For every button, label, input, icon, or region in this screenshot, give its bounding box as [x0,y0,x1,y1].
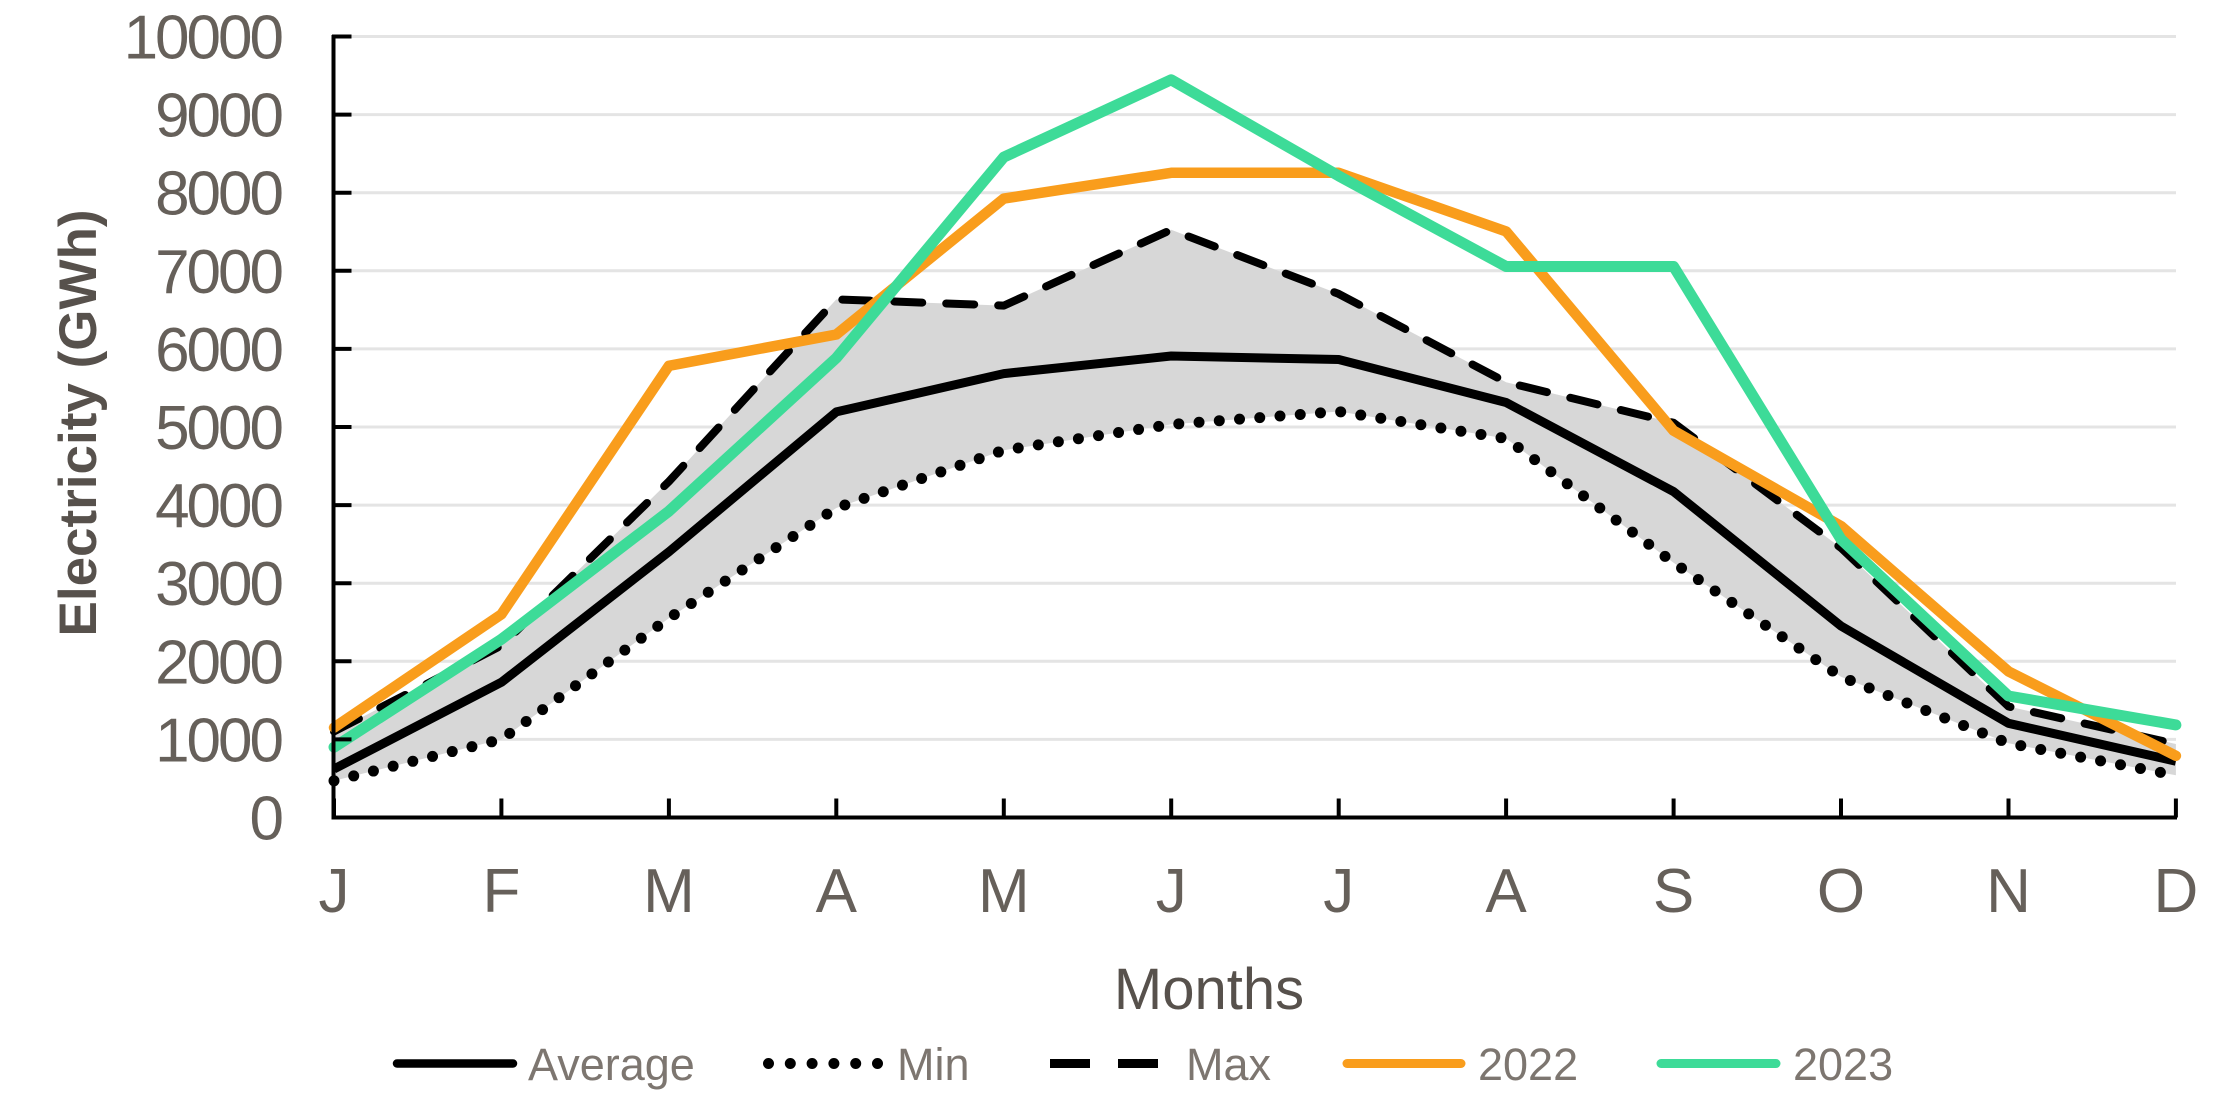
svg-text:M: M [643,857,695,926]
svg-text:3000: 3000 [155,550,282,619]
svg-text:Max: Max [1186,1039,1272,1090]
svg-text:8000: 8000 [155,160,282,229]
svg-text:Months: Months [1114,957,1304,1022]
svg-text:N: N [1986,857,2031,926]
svg-text:F: F [482,857,520,926]
svg-text:Electricity (GWh): Electricity (GWh) [49,209,108,636]
svg-text:0: 0 [250,785,283,854]
svg-text:6000: 6000 [155,316,282,385]
svg-text:2023: 2023 [1793,1039,1893,1090]
svg-text:1000: 1000 [155,706,282,775]
svg-text:J: J [319,857,350,926]
svg-text:J: J [1323,857,1354,926]
svg-text:Min: Min [897,1039,970,1090]
svg-text:A: A [816,857,858,926]
svg-text:M: M [978,857,1030,926]
svg-text:J: J [1156,857,1187,926]
svg-text:5000: 5000 [155,394,282,463]
svg-text:9000: 9000 [155,82,282,151]
svg-text:4000: 4000 [155,472,282,541]
svg-text:D: D [2154,857,2199,926]
svg-text:2000: 2000 [155,628,282,697]
svg-text:7000: 7000 [155,238,282,307]
svg-text:Average: Average [528,1039,695,1090]
svg-text:A: A [1485,857,1527,926]
svg-text:S: S [1653,857,1694,926]
svg-text:10000: 10000 [124,4,283,73]
svg-text:2022: 2022 [1478,1039,1578,1090]
svg-text:O: O [1817,857,1865,926]
